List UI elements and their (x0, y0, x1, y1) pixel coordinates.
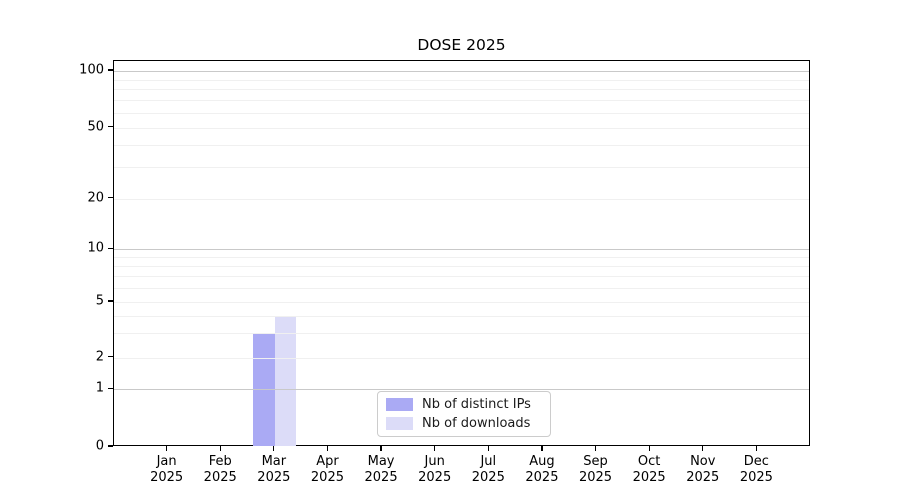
gridline-minor-70 (114, 100, 809, 102)
gridline-minor-60 (114, 112, 809, 114)
gridline-minor-3 (114, 333, 809, 335)
y-tick-label-1: 1 (95, 380, 104, 396)
x-tick-mark-jul (487, 446, 489, 451)
y-tick-mark-50 (108, 126, 113, 128)
legend-swatch-downloads (386, 417, 413, 430)
y-tick-mark-1 (108, 387, 113, 389)
x-tick-label-jan: Jan 2025 (150, 454, 184, 485)
legend-item-distinct-ips: Nb of distinct IPs (386, 397, 542, 412)
gridline-minor-6 (114, 288, 809, 290)
y-tick-label-10: 10 (87, 240, 104, 256)
x-tick-mark-dec (755, 446, 757, 451)
plot-area (113, 60, 810, 446)
x-tick-mark-oct (648, 446, 650, 451)
gridline-major-1 (114, 389, 809, 391)
x-tick-mark-nov (702, 446, 704, 451)
gridline-minor-5 (114, 302, 809, 304)
y-tick-label-50: 50 (87, 119, 104, 135)
x-tick-label-dec: Dec 2025 (739, 454, 773, 485)
gridline-minor-4 (114, 315, 809, 317)
x-tick-label-jul: Jul 2025 (471, 454, 505, 485)
y-tick-mark-5 (108, 300, 113, 302)
x-tick-mark-aug (541, 446, 543, 451)
y-tick-label-0: 0 (95, 438, 104, 454)
y-tick-label-100: 100 (79, 62, 104, 78)
y-tick-label-20: 20 (87, 190, 104, 206)
chart-title: DOSE 2025 (417, 36, 506, 54)
gridline-minor-90 (114, 79, 809, 81)
x-tick-label-mar: Mar 2025 (257, 454, 291, 485)
x-tick-label-sep: Sep 2025 (578, 454, 613, 485)
gridline-major-100 (114, 70, 809, 72)
gridline-minor-50 (114, 127, 809, 129)
bar-mar-downloads (274, 315, 297, 446)
gridline-minor-9 (114, 257, 809, 259)
gridline-major-10 (114, 249, 809, 251)
x-tick-label-jun: Jun 2025 (418, 454, 452, 485)
x-tick-label-oct: Oct 2025 (632, 454, 666, 485)
gridline-minor-8 (114, 266, 809, 268)
gridline-minor-7 (114, 276, 809, 278)
x-tick-mark-jun (434, 446, 436, 451)
legend-item-downloads: Nb of downloads (386, 416, 542, 431)
x-tick-label-aug: Aug 2025 (525, 454, 559, 485)
gridline-minor-2 (114, 357, 809, 359)
x-tick-label-apr: Apr 2025 (310, 454, 344, 485)
gridline-minor-20 (114, 198, 809, 200)
y-tick-label-5: 5 (95, 293, 104, 309)
gridline-minor-80 (114, 89, 809, 91)
legend-swatch-distinct-ips (386, 398, 413, 411)
x-tick-mark-may (380, 446, 382, 451)
x-tick-mark-sep (594, 446, 597, 451)
gridline-minor-30 (114, 167, 809, 169)
y-tick-mark-2 (108, 356, 113, 358)
legend-label-distinct-ips: Nb of distinct IPs (422, 397, 531, 412)
x-tick-mark-apr (326, 446, 329, 451)
y-tick-label-2: 2 (95, 349, 104, 365)
y-tick-mark-20 (108, 197, 113, 199)
x-tick-mark-mar (273, 446, 275, 451)
x-tick-mark-jan (166, 446, 168, 451)
y-tick-mark-0 (108, 445, 113, 447)
y-tick-mark-100 (108, 69, 113, 71)
gridline-minor-40 (114, 144, 809, 146)
x-tick-label-nov: Nov 2025 (686, 454, 720, 485)
y-tick-mark-10 (108, 247, 113, 249)
x-tick-mark-feb (219, 446, 221, 451)
x-tick-label-may: May 2025 (364, 454, 398, 485)
x-tick-label-feb: Feb 2025 (203, 454, 237, 485)
legend: Nb of distinct IPs Nb of downloads (377, 391, 551, 437)
legend-label-downloads: Nb of downloads (422, 416, 531, 431)
